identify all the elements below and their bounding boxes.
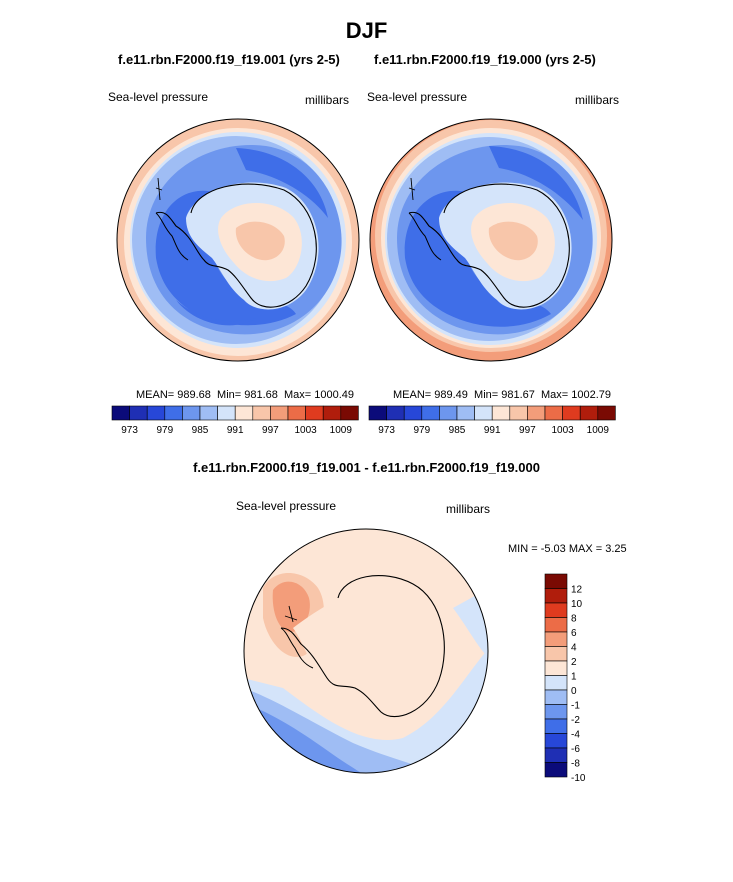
- panel-2-stats: MEAN= 989.49 Min= 981.67 Max= 1002.79: [393, 389, 611, 401]
- colorbar-tick-label: 985: [449, 425, 466, 436]
- panel-2-case-title: f.e11.rbn.F2000.f19_f19.000 (yrs 2-5): [374, 52, 596, 67]
- diff-colorbar-label: 2: [571, 657, 577, 668]
- colorbar-swatch: [252, 405, 271, 421]
- colorbar-tick-label: 979: [413, 425, 430, 436]
- colorbar-tick-label: 985: [192, 425, 209, 436]
- colorbar-tick-label: 991: [227, 425, 244, 436]
- panel-1-polar-map: [116, 118, 360, 362]
- diff-colorbar-swatch: [544, 747, 568, 763]
- diff-colorbar-label: 6: [571, 628, 577, 639]
- difference-minmax: MIN = -5.03 MAX = 3.25: [508, 543, 627, 555]
- colorbar-tick-label: 1003: [294, 425, 317, 436]
- colorbar-swatch: [322, 405, 342, 421]
- diff-colorbar-swatch: [544, 602, 568, 618]
- colorbar-swatch: [199, 405, 218, 421]
- colorbar-swatch: [217, 405, 236, 421]
- colorbar-swatch: [544, 405, 563, 421]
- diff-colorbar-label: -2: [571, 715, 580, 726]
- colorbar-swatch: [597, 405, 616, 421]
- difference-units-label: millibars: [446, 502, 491, 516]
- diff-colorbar-label: 10: [571, 599, 583, 610]
- difference-variable-label: Sea-level pressure: [236, 499, 337, 513]
- panel-1-variable-label: Sea-level pressure: [108, 90, 209, 104]
- diff-colorbar-swatch: [544, 733, 568, 749]
- colorbar-tick-label: 997: [262, 425, 279, 436]
- panel-1-stats: MEAN= 989.68 Min= 981.68 Max= 1000.49: [136, 389, 354, 401]
- colorbar-tick-label: 1009: [330, 425, 353, 436]
- panel-2-units-label: millibars: [575, 93, 620, 107]
- colorbar-swatch: [579, 405, 599, 421]
- colorbar-swatch: [111, 405, 130, 421]
- colorbar-swatch: [234, 405, 254, 421]
- panel-1-colorbar: 973979985991997100310091015: [111, 405, 359, 436]
- colorbar-swatch: [164, 405, 183, 421]
- diff-colorbar-swatch: [544, 675, 568, 691]
- colorbar-swatch: [368, 405, 387, 421]
- colorbar-swatch: [439, 405, 458, 421]
- diff-colorbar-swatch: [544, 617, 568, 633]
- colorbar-swatch: [474, 405, 493, 421]
- colorbar-tick-label: 1009: [587, 425, 610, 436]
- colorbar-swatch: [129, 405, 148, 421]
- colorbar-swatch: [527, 405, 546, 421]
- diff-colorbar-label: -4: [571, 730, 580, 741]
- diff-colorbar-swatch: [544, 588, 568, 604]
- diff-colorbar-label: -10: [571, 773, 586, 784]
- colorbar-tick-label: 997: [519, 425, 536, 436]
- colorbar-swatch: [182, 405, 201, 421]
- colorbar-swatch: [509, 405, 528, 421]
- colorbar-swatch: [491, 405, 511, 421]
- diff-colorbar-label: 12: [571, 585, 583, 596]
- diff-colorbar-swatch: [544, 646, 568, 662]
- colorbar-swatch: [270, 405, 289, 421]
- diff-colorbar-label: 4: [571, 643, 577, 654]
- colorbar-swatch: [340, 405, 359, 421]
- panel-2-colorbar: 973979985991997100310091015: [368, 405, 616, 436]
- panel-2-max: Max= 1002.79: [541, 389, 612, 401]
- colorbar-swatch: [421, 405, 440, 421]
- diff-colorbar-swatch: [544, 631, 568, 647]
- diff-colorbar-swatch: [544, 718, 568, 734]
- colorbar-swatch: [562, 405, 581, 421]
- difference-title: f.e11.rbn.F2000.f19_f19.001 - f.e11.rbn.…: [193, 460, 540, 475]
- panel-1-min: Min= 981.68: [217, 389, 278, 401]
- diff-colorbar-swatch: [544, 689, 568, 705]
- diff-colorbar-label: -1: [571, 701, 580, 712]
- colorbar-tick-label: 973: [121, 425, 138, 436]
- panel-1-units-label: millibars: [305, 93, 350, 107]
- panel-1-case-title: f.e11.rbn.F2000.f19_f19.001 (yrs 2-5): [118, 52, 340, 67]
- panel-2-polar-map: [369, 118, 613, 362]
- difference-max-anomaly: [272, 581, 310, 632]
- diff-colorbar-swatch: [544, 660, 568, 676]
- difference-polar-map: [243, 528, 489, 774]
- diff-colorbar-swatch: [544, 573, 568, 589]
- colorbar-swatch: [146, 405, 166, 421]
- diff-colorbar-label: 0: [571, 686, 577, 697]
- panel-2-min: Min= 981.67: [474, 389, 535, 401]
- colorbar-swatch: [456, 405, 475, 421]
- colorbar-tick-label: 979: [156, 425, 173, 436]
- colorbar-swatch: [403, 405, 423, 421]
- figure-title: DJF: [345, 18, 388, 43]
- diff-colorbar-label: -6: [571, 744, 580, 755]
- colorbar-swatch: [305, 405, 324, 421]
- colorbar-swatch: [287, 405, 306, 421]
- panel-2-variable-label: Sea-level pressure: [367, 90, 468, 104]
- colorbar-tick-label: 973: [378, 425, 395, 436]
- panel-1-mean: MEAN= 989.68: [136, 389, 211, 401]
- diff-colorbar-label: -8: [571, 759, 580, 770]
- colorbar-tick-label: 991: [484, 425, 501, 436]
- colorbar-swatch: [386, 405, 405, 421]
- panel-1-max: Max= 1000.49: [284, 389, 355, 401]
- diff-colorbar-label: 8: [571, 614, 577, 625]
- diff-colorbar-swatch: [544, 704, 568, 720]
- panel-2-mean: MEAN= 989.49: [393, 389, 468, 401]
- panel-2-coastline: [408, 183, 570, 308]
- diff-colorbar-label: 1: [571, 672, 577, 683]
- difference-coastline: [280, 575, 445, 717]
- colorbar-tick-label: 1003: [551, 425, 574, 436]
- diff-colorbar-swatch: [544, 762, 568, 778]
- panel-1-coastline: [155, 183, 317, 308]
